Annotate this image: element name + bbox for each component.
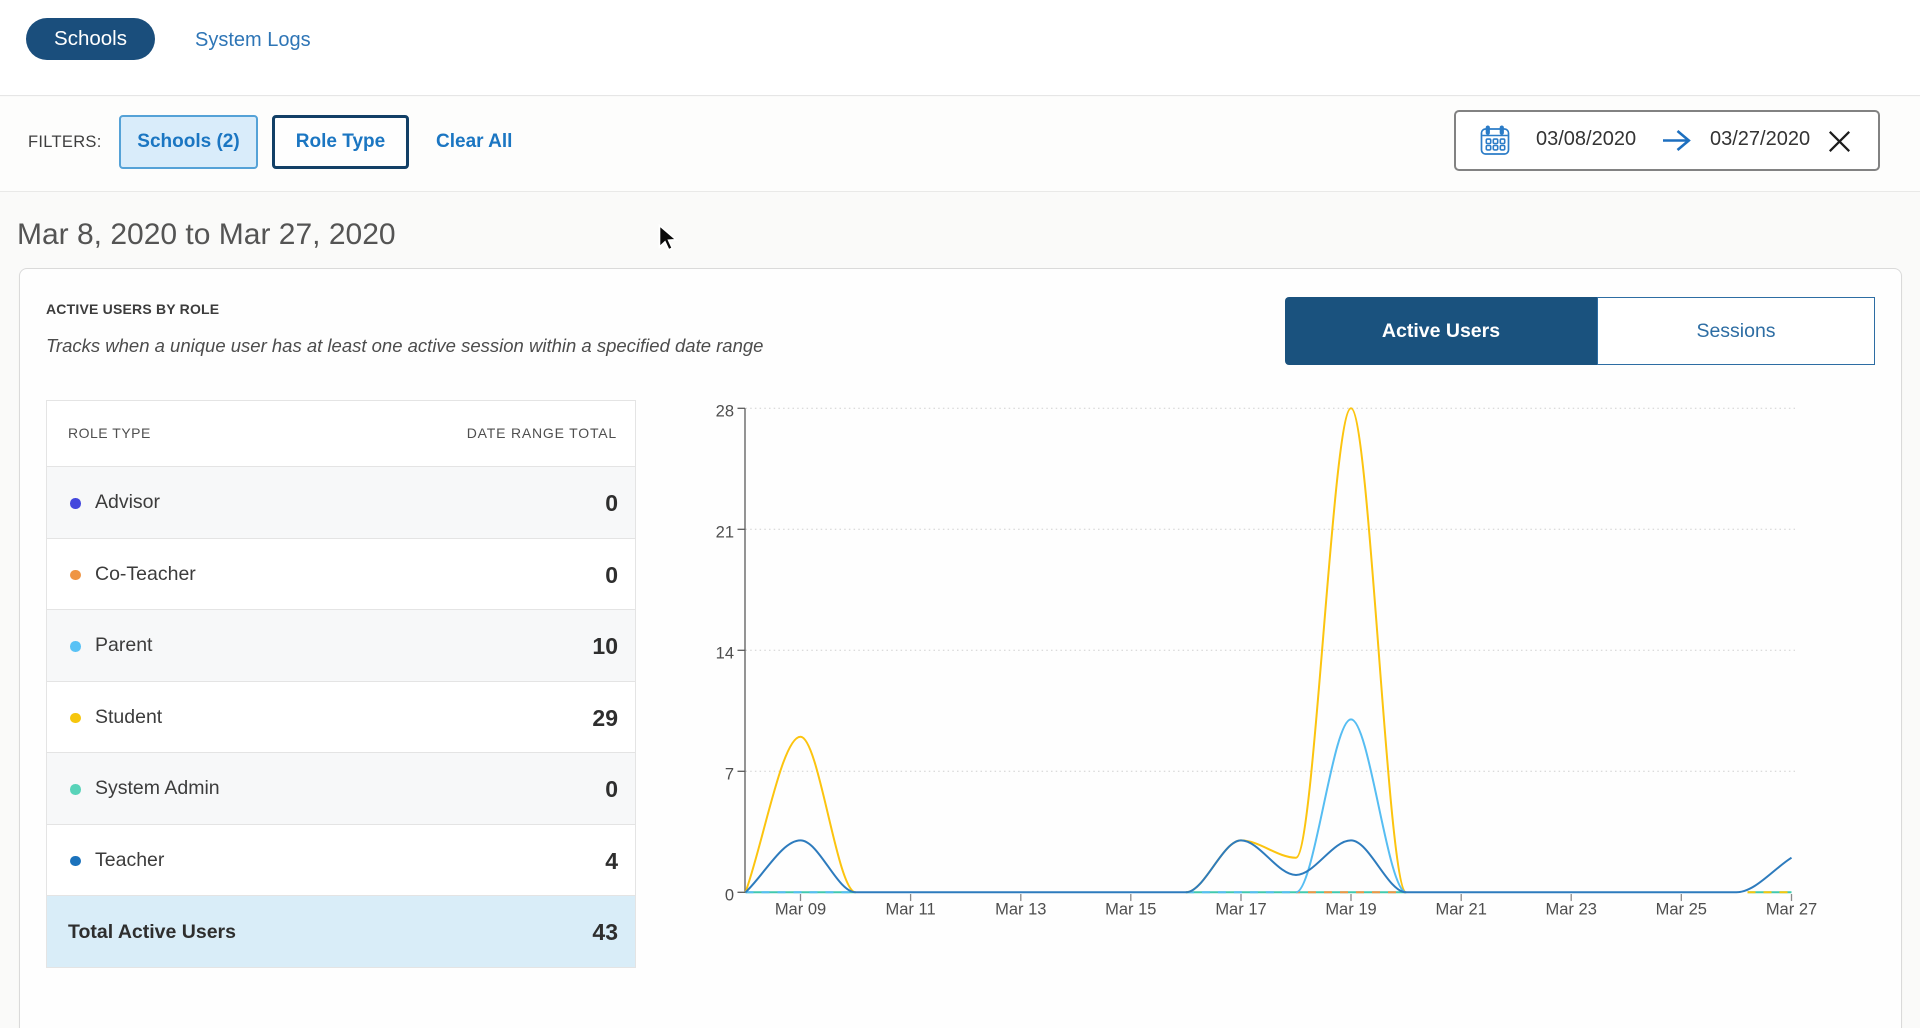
svg-text:21: 21 xyxy=(716,524,734,542)
svg-text:Mar 13: Mar 13 xyxy=(995,901,1046,919)
svg-text:Mar 19: Mar 19 xyxy=(1325,901,1376,919)
svg-text:Mar 23: Mar 23 xyxy=(1546,901,1597,919)
svg-text:14: 14 xyxy=(716,645,734,663)
svg-text:Mar 21: Mar 21 xyxy=(1436,901,1487,919)
svg-text:Mar 27: Mar 27 xyxy=(1766,901,1817,919)
svg-text:Mar 09: Mar 09 xyxy=(775,901,826,919)
svg-text:Mar 25: Mar 25 xyxy=(1656,901,1707,919)
svg-text:Mar 15: Mar 15 xyxy=(1105,901,1156,919)
svg-text:7: 7 xyxy=(725,766,734,784)
svg-text:0: 0 xyxy=(725,887,734,905)
svg-text:Mar 11: Mar 11 xyxy=(886,901,936,919)
svg-text:28: 28 xyxy=(716,403,734,421)
svg-text:Mar 17: Mar 17 xyxy=(1215,901,1266,919)
